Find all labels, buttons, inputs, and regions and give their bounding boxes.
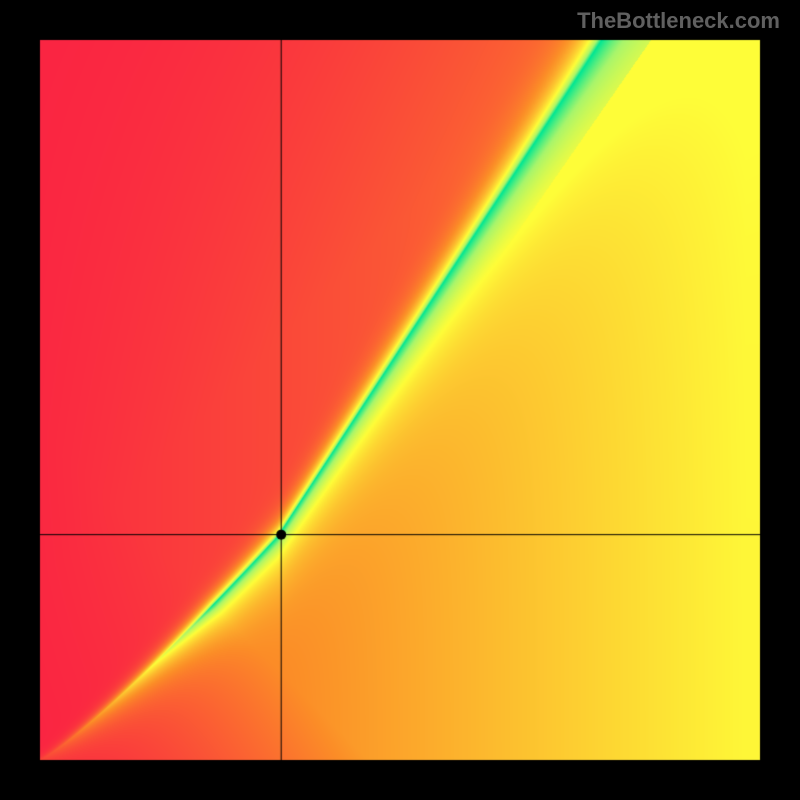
watermark-text: TheBottleneck.com xyxy=(577,8,780,34)
heatmap-canvas xyxy=(0,0,800,800)
chart-container: TheBottleneck.com xyxy=(0,0,800,800)
